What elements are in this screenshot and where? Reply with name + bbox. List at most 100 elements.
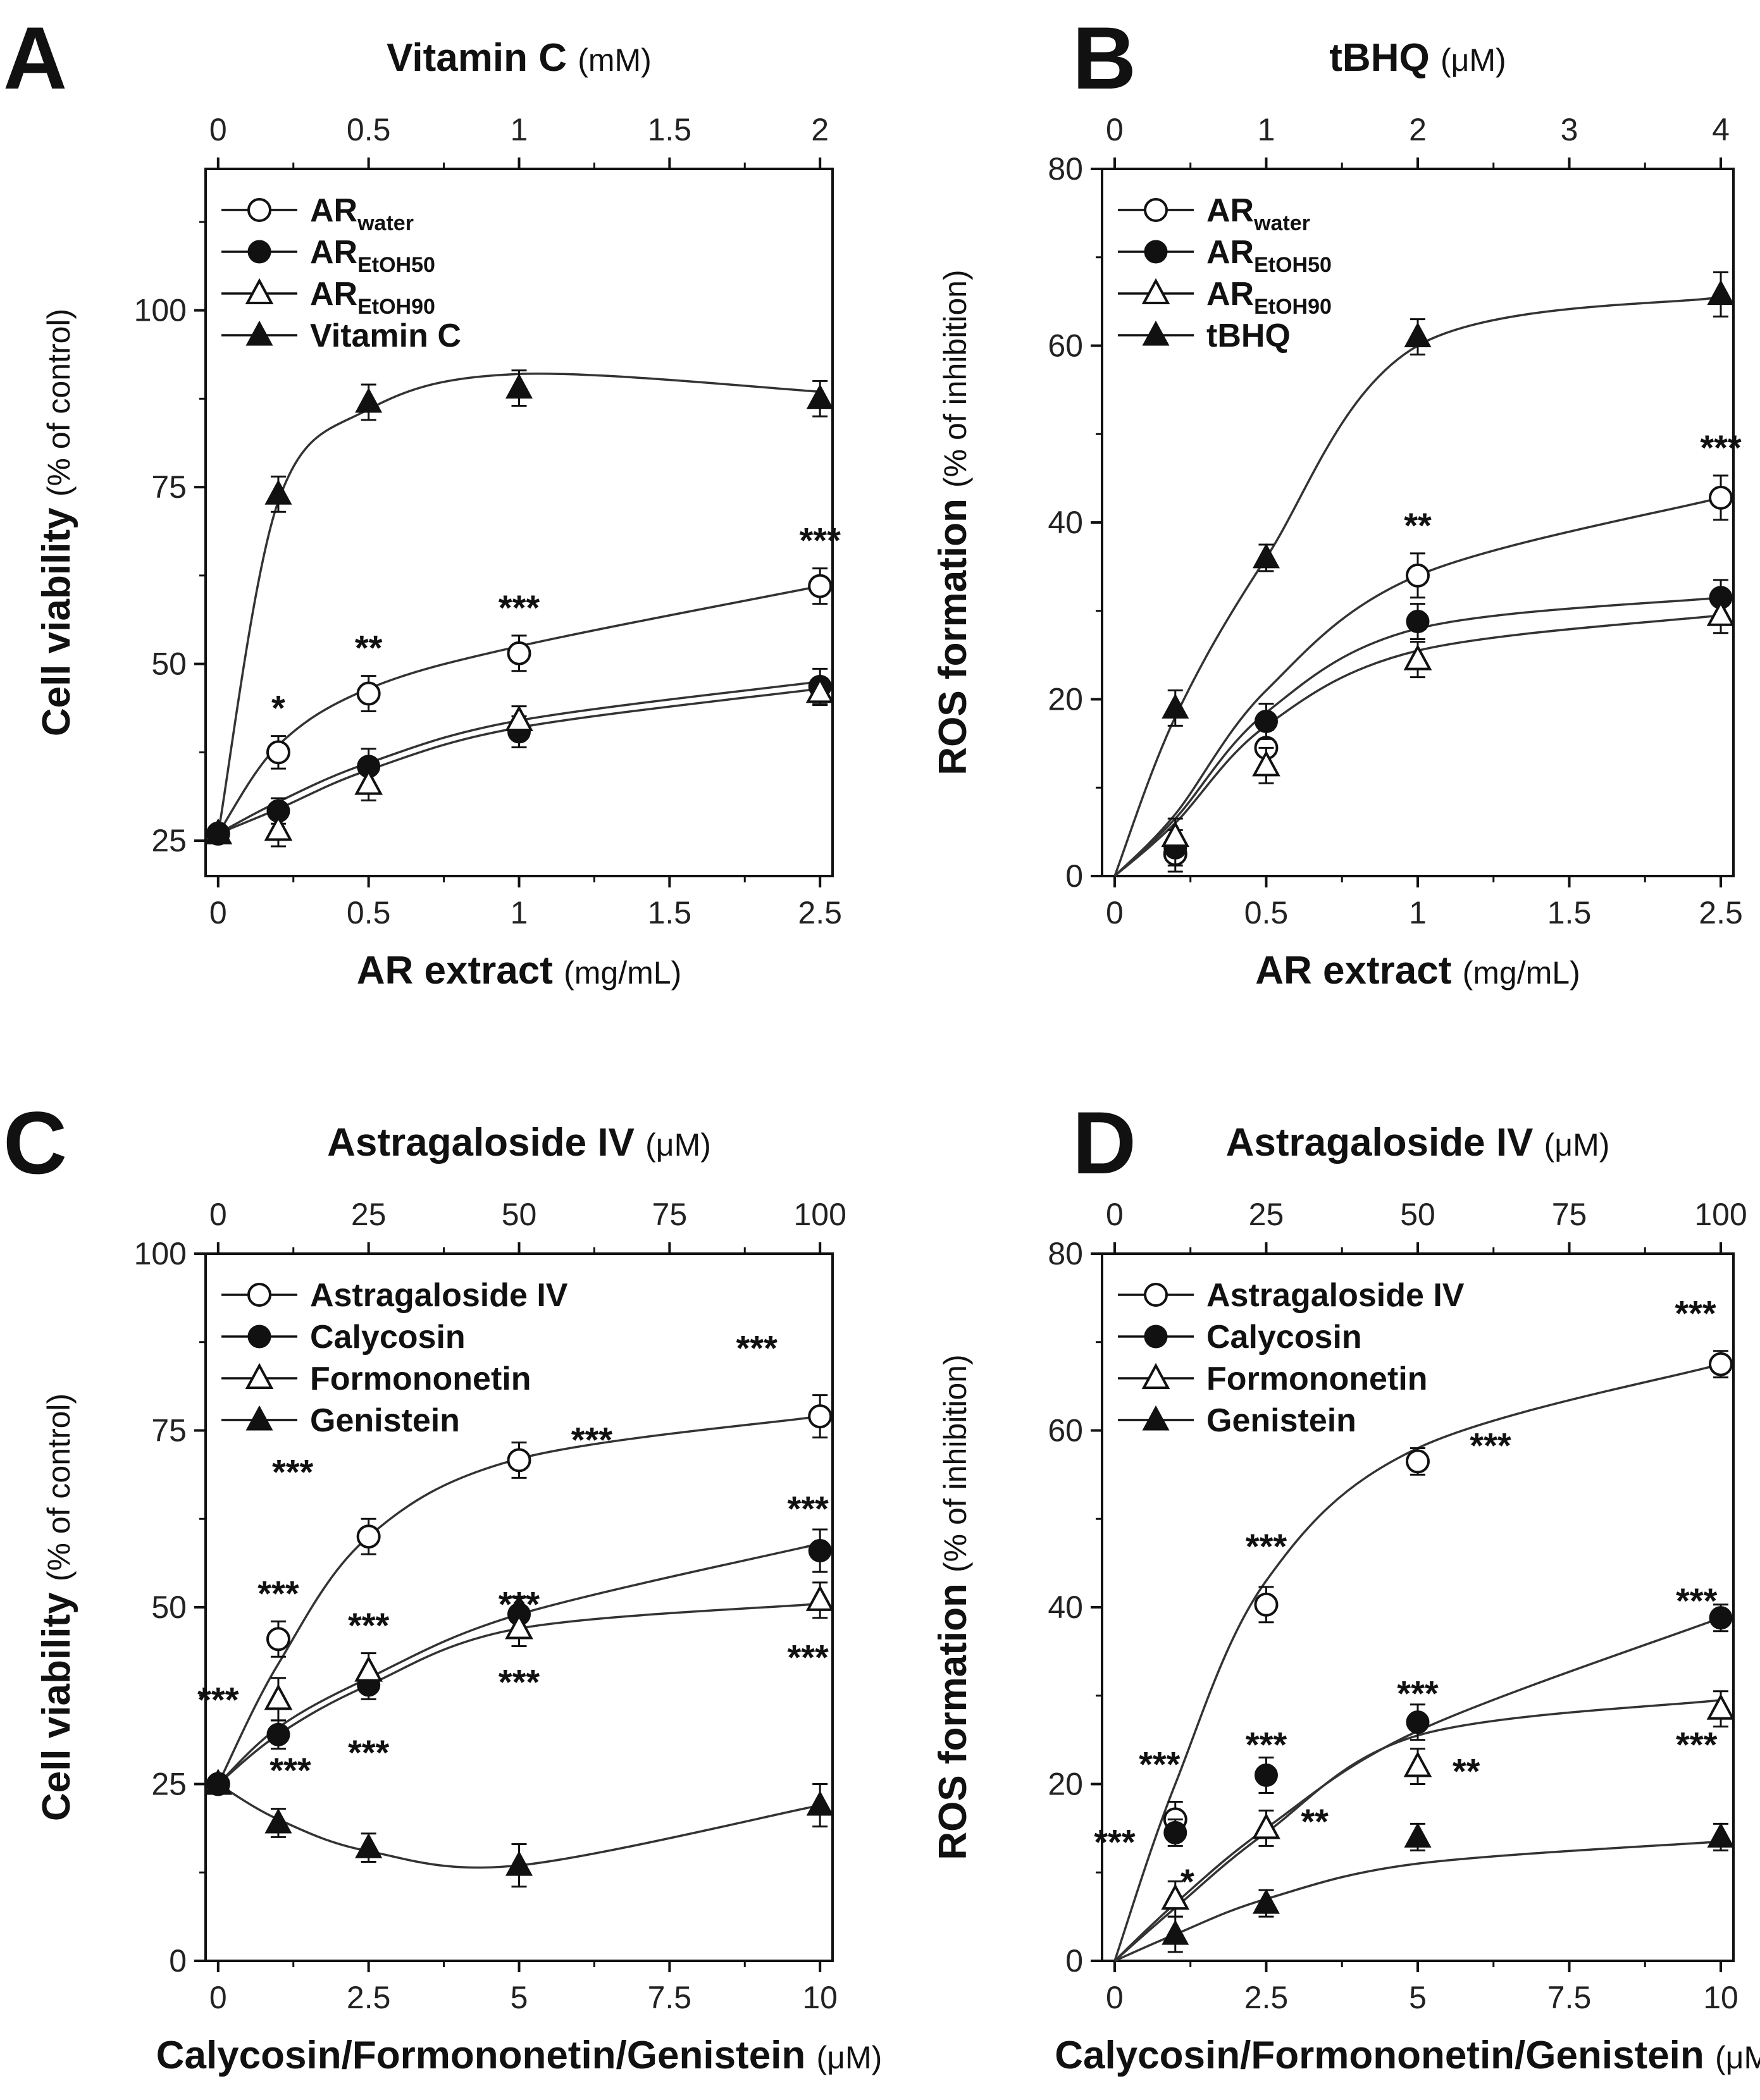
data-point [1252, 543, 1280, 569]
data-point [808, 1539, 832, 1563]
x-tick-label: 1 [1409, 895, 1427, 930]
data-point [1406, 563, 1430, 588]
x-tick-label: 2.5 [1699, 895, 1743, 930]
top-tick-label: 100 [1694, 1197, 1747, 1232]
x-tick-label: 7.5 [648, 1980, 692, 2015]
y-tick-label: 75 [151, 1413, 187, 1448]
top-axis-title: tBHQ (μM) [1329, 36, 1506, 80]
legend-marker [1142, 320, 1170, 346]
data-point [1163, 1820, 1187, 1844]
significance-label: *** [787, 1637, 829, 1677]
y-tick-label: 20 [1048, 682, 1083, 717]
data-point [1162, 1919, 1189, 1945]
data-point [355, 387, 383, 413]
legend-label: AREtOH50 [310, 234, 435, 277]
legend-marker [1144, 1283, 1168, 1307]
x-tick-label: 2.5 [1244, 1980, 1289, 2015]
y-tick-label: 0 [1065, 858, 1083, 894]
significance-label: *** [1470, 1425, 1511, 1465]
y-tick-label: 40 [1048, 505, 1083, 540]
series-fit-line [1113, 614, 1721, 877]
data-point [505, 705, 533, 732]
x-axis-title: Calycosin/Formononetin/Genistein (μM) [156, 2034, 883, 2077]
top-tick-label: 2 [811, 112, 829, 147]
panel-letter: B [1072, 8, 1136, 108]
top-tick-label: 25 [351, 1197, 387, 1232]
panel-A: A 0 0.5 1 1.5 2.5 0 0.5 1 1.5 2 Vitamin C (mM) 25 50 7… [3, 8, 842, 992]
legend-label: Genistein [310, 1402, 460, 1439]
significance-label: * [271, 688, 285, 728]
data-point [505, 373, 533, 399]
legend-label: Genistein [1206, 1402, 1356, 1439]
legend-label: AREtOH50 [1206, 234, 1332, 277]
x-tick-label: 0 [1106, 1980, 1124, 2015]
x-axis-title: Calycosin/Formononetin/Genistein (μM) [1055, 2034, 1760, 2077]
data-point [805, 677, 834, 703]
top-tick-label: 3 [1561, 112, 1578, 147]
y-tick-label: 0 [169, 1943, 187, 1979]
significance-label: *** [197, 1679, 239, 1719]
legend-label: Formononetin [1206, 1361, 1428, 1397]
data-point [1161, 820, 1190, 848]
x-tick-label: 5 [511, 1980, 528, 2015]
data-point [264, 1808, 292, 1834]
legend-label: Calycosin [1206, 1319, 1362, 1356]
data-point [356, 1524, 381, 1549]
x-tick-label: 0 [1106, 895, 1124, 930]
x-tick-label: 1.5 [1547, 895, 1592, 930]
legend-marker [245, 278, 274, 304]
legend-marker [247, 1325, 271, 1349]
top-tick-label: 50 [502, 1197, 537, 1232]
data-point [355, 1832, 383, 1858]
data-point [1406, 1710, 1430, 1734]
data-point [1706, 600, 1735, 626]
series-fit-line [1113, 497, 1721, 877]
legend-label: Astragaloside IV [310, 1277, 568, 1314]
series-fit-line [1113, 596, 1721, 877]
data-point [1406, 610, 1430, 634]
top-tick-label: 0 [1106, 112, 1124, 147]
series-fit-line [1113, 1617, 1721, 1962]
top-tick-label: 0 [1106, 1197, 1124, 1232]
data-point [204, 1769, 232, 1794]
y-tick-label: 60 [1048, 328, 1083, 364]
top-tick-label: 0.5 [347, 112, 391, 147]
significance-label: *** [270, 1750, 311, 1790]
significance-label: *** [1675, 1294, 1716, 1333]
data-point [264, 815, 293, 841]
y-tick-label: 60 [1048, 1413, 1083, 1448]
significance-label: ** [355, 628, 383, 668]
y-axis-title: Cell viability (% of control) [35, 309, 78, 736]
data-point [1254, 1763, 1278, 1788]
top-tick-label: 0 [209, 112, 227, 147]
legend-marker [1144, 198, 1168, 222]
y-axis-title: ROS formation (% of inhibition) [931, 269, 975, 775]
x-tick-label: 0.5 [1244, 895, 1289, 930]
data-point [1404, 1822, 1432, 1848]
significance-label: *** [571, 1420, 613, 1460]
significance-label: *** [799, 521, 841, 560]
data-point [1707, 1822, 1735, 1848]
x-tick-label: 1 [511, 895, 528, 930]
data-point [1709, 1352, 1733, 1376]
top-tick-label: 1 [1258, 112, 1275, 147]
plot-frame [1101, 1252, 1735, 1962]
data-point [354, 769, 383, 795]
data-point [354, 1655, 383, 1682]
panel-B: B 0 0.5 1 1.5 2.5 0 1 2 3 4 tBHQ (μM) 0 20 40 60 80 AR ex… [931, 8, 1743, 992]
top-tick-label: 2 [1409, 112, 1427, 147]
data-point [808, 574, 833, 598]
y-tick-label: 50 [151, 1590, 187, 1625]
x-tick-label: 2.5 [798, 895, 842, 930]
top-tick-label: 0 [209, 1197, 227, 1232]
y-tick-label: 80 [1048, 151, 1083, 187]
data-point [505, 1613, 533, 1640]
series-fit-line [1113, 1699, 1721, 1962]
legend-marker [1142, 1405, 1170, 1431]
y-tick-label: 75 [151, 469, 187, 505]
significance-label: *** [499, 1584, 540, 1624]
top-tick-label: 100 [793, 1197, 846, 1232]
data-point [1403, 644, 1432, 670]
data-point [204, 818, 232, 844]
